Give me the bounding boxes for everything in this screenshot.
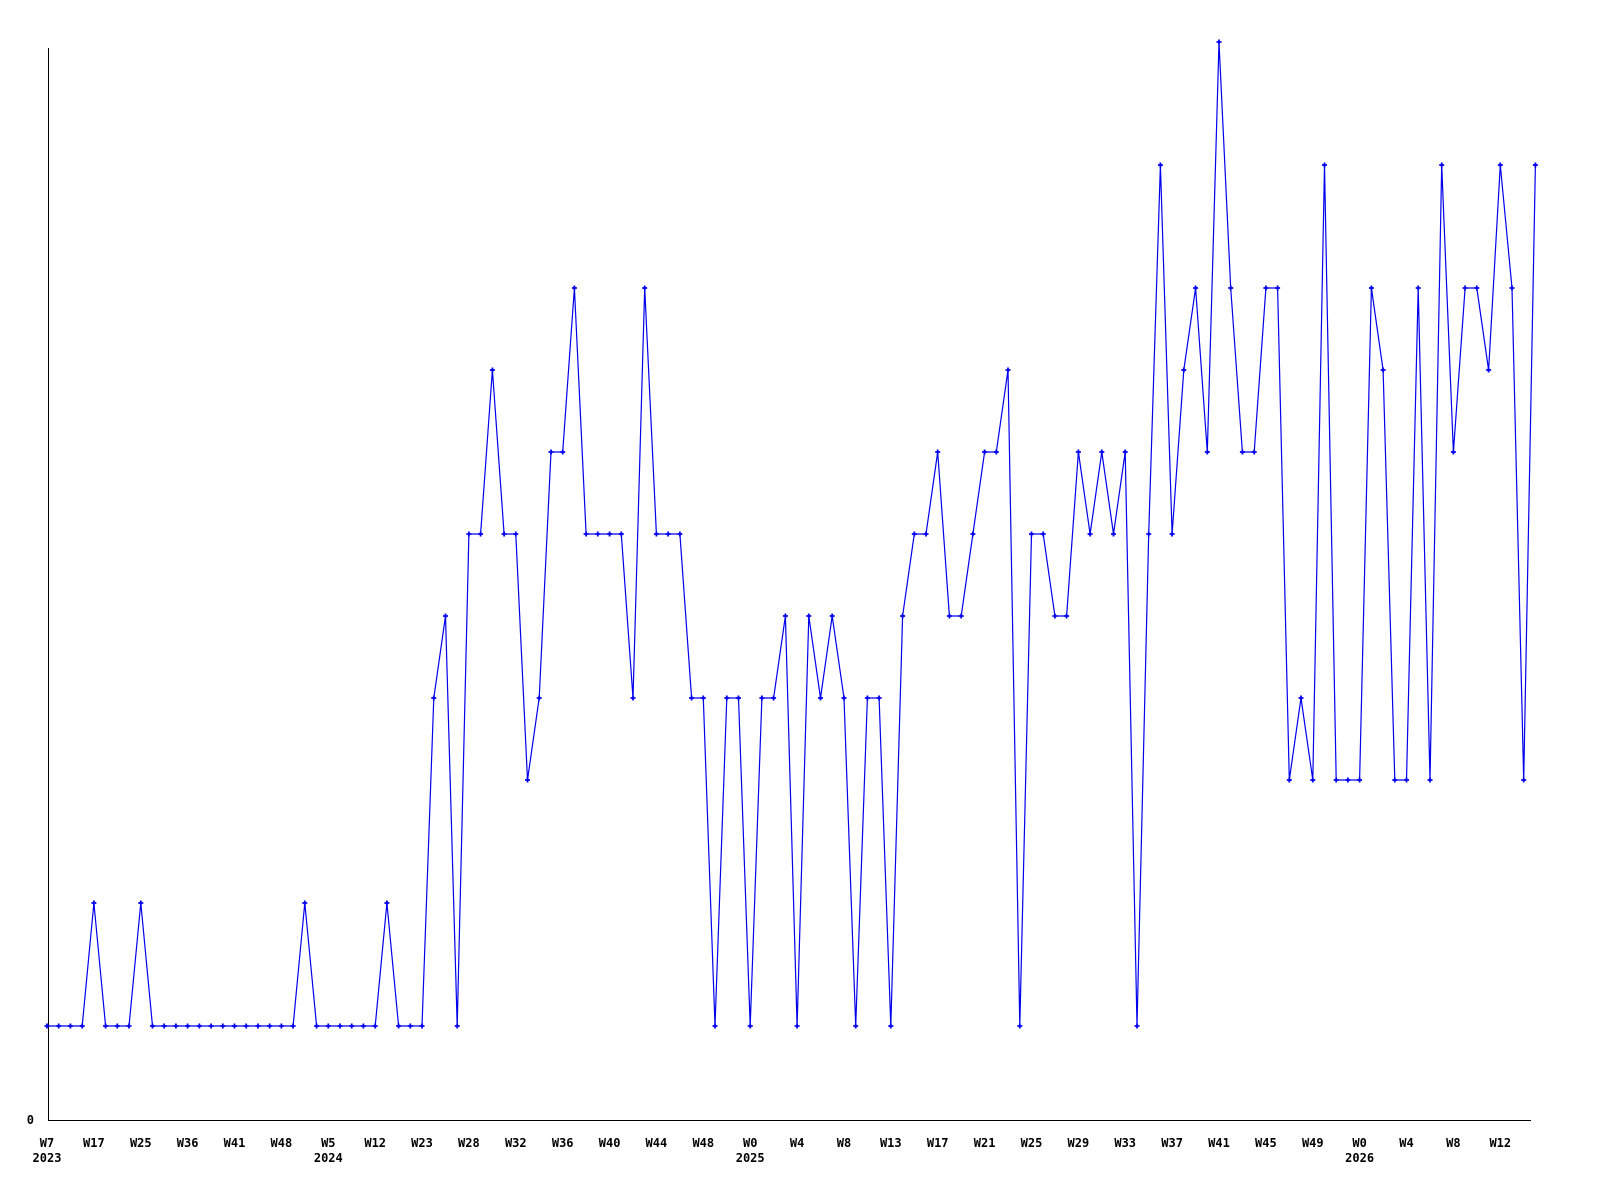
x-tick-label: W41 <box>1208 1136 1230 1150</box>
x-tick-label: W28 <box>458 1136 480 1150</box>
x-tick-label: W25 <box>130 1136 152 1150</box>
x-tick-label: W44 <box>646 1136 668 1150</box>
x-tick-label: W12 <box>364 1136 386 1150</box>
x-tick-year-label: 2023 <box>33 1151 62 1165</box>
x-tick-year-label: 2025 <box>736 1151 765 1165</box>
x-tick-label: W13 <box>880 1136 902 1150</box>
x-tick-label: W41 <box>224 1136 246 1150</box>
x-tick-label: W8 <box>837 1136 851 1150</box>
x-tick-label: W0 <box>1352 1136 1366 1150</box>
x-tick-year-label: 2024 <box>314 1151 343 1165</box>
x-tick-label: W23 <box>411 1136 433 1150</box>
x-tick-label: W5 <box>321 1136 335 1150</box>
x-tick-label: W32 <box>505 1136 527 1150</box>
x-tick-label: W25 <box>1021 1136 1043 1150</box>
x-tick-label: W36 <box>177 1136 199 1150</box>
x-tick-label: W7 <box>40 1136 54 1150</box>
x-tick-label: W4 <box>790 1136 804 1150</box>
x-tick-label: W29 <box>1068 1136 1090 1150</box>
x-tick-label: W8 <box>1446 1136 1460 1150</box>
x-tick-label: W40 <box>599 1136 621 1150</box>
x-tick-label: W37 <box>1161 1136 1183 1150</box>
x-tick-label: W17 <box>83 1136 105 1150</box>
x-tick-label: W49 <box>1302 1136 1324 1150</box>
x-tick-label: W17 <box>927 1136 949 1150</box>
x-tick-label: W21 <box>974 1136 996 1150</box>
x-tick-label: W12 <box>1489 1136 1511 1150</box>
data-series-line <box>47 41 1536 1027</box>
x-tick-label: W4 <box>1399 1136 1413 1150</box>
x-tick-label: W45 <box>1255 1136 1277 1150</box>
x-tick-label: W48 <box>692 1136 714 1150</box>
x-tick-label: W48 <box>271 1136 293 1150</box>
y-axis-zero-label: 0 <box>26 1113 34 1127</box>
x-tick-year-label: 2026 <box>1345 1151 1374 1165</box>
x-tick-label: W36 <box>552 1136 574 1150</box>
x-tick-label: W33 <box>1114 1136 1136 1150</box>
data-point-markers <box>44 39 1538 1029</box>
x-tick-label: W0 <box>743 1136 757 1150</box>
